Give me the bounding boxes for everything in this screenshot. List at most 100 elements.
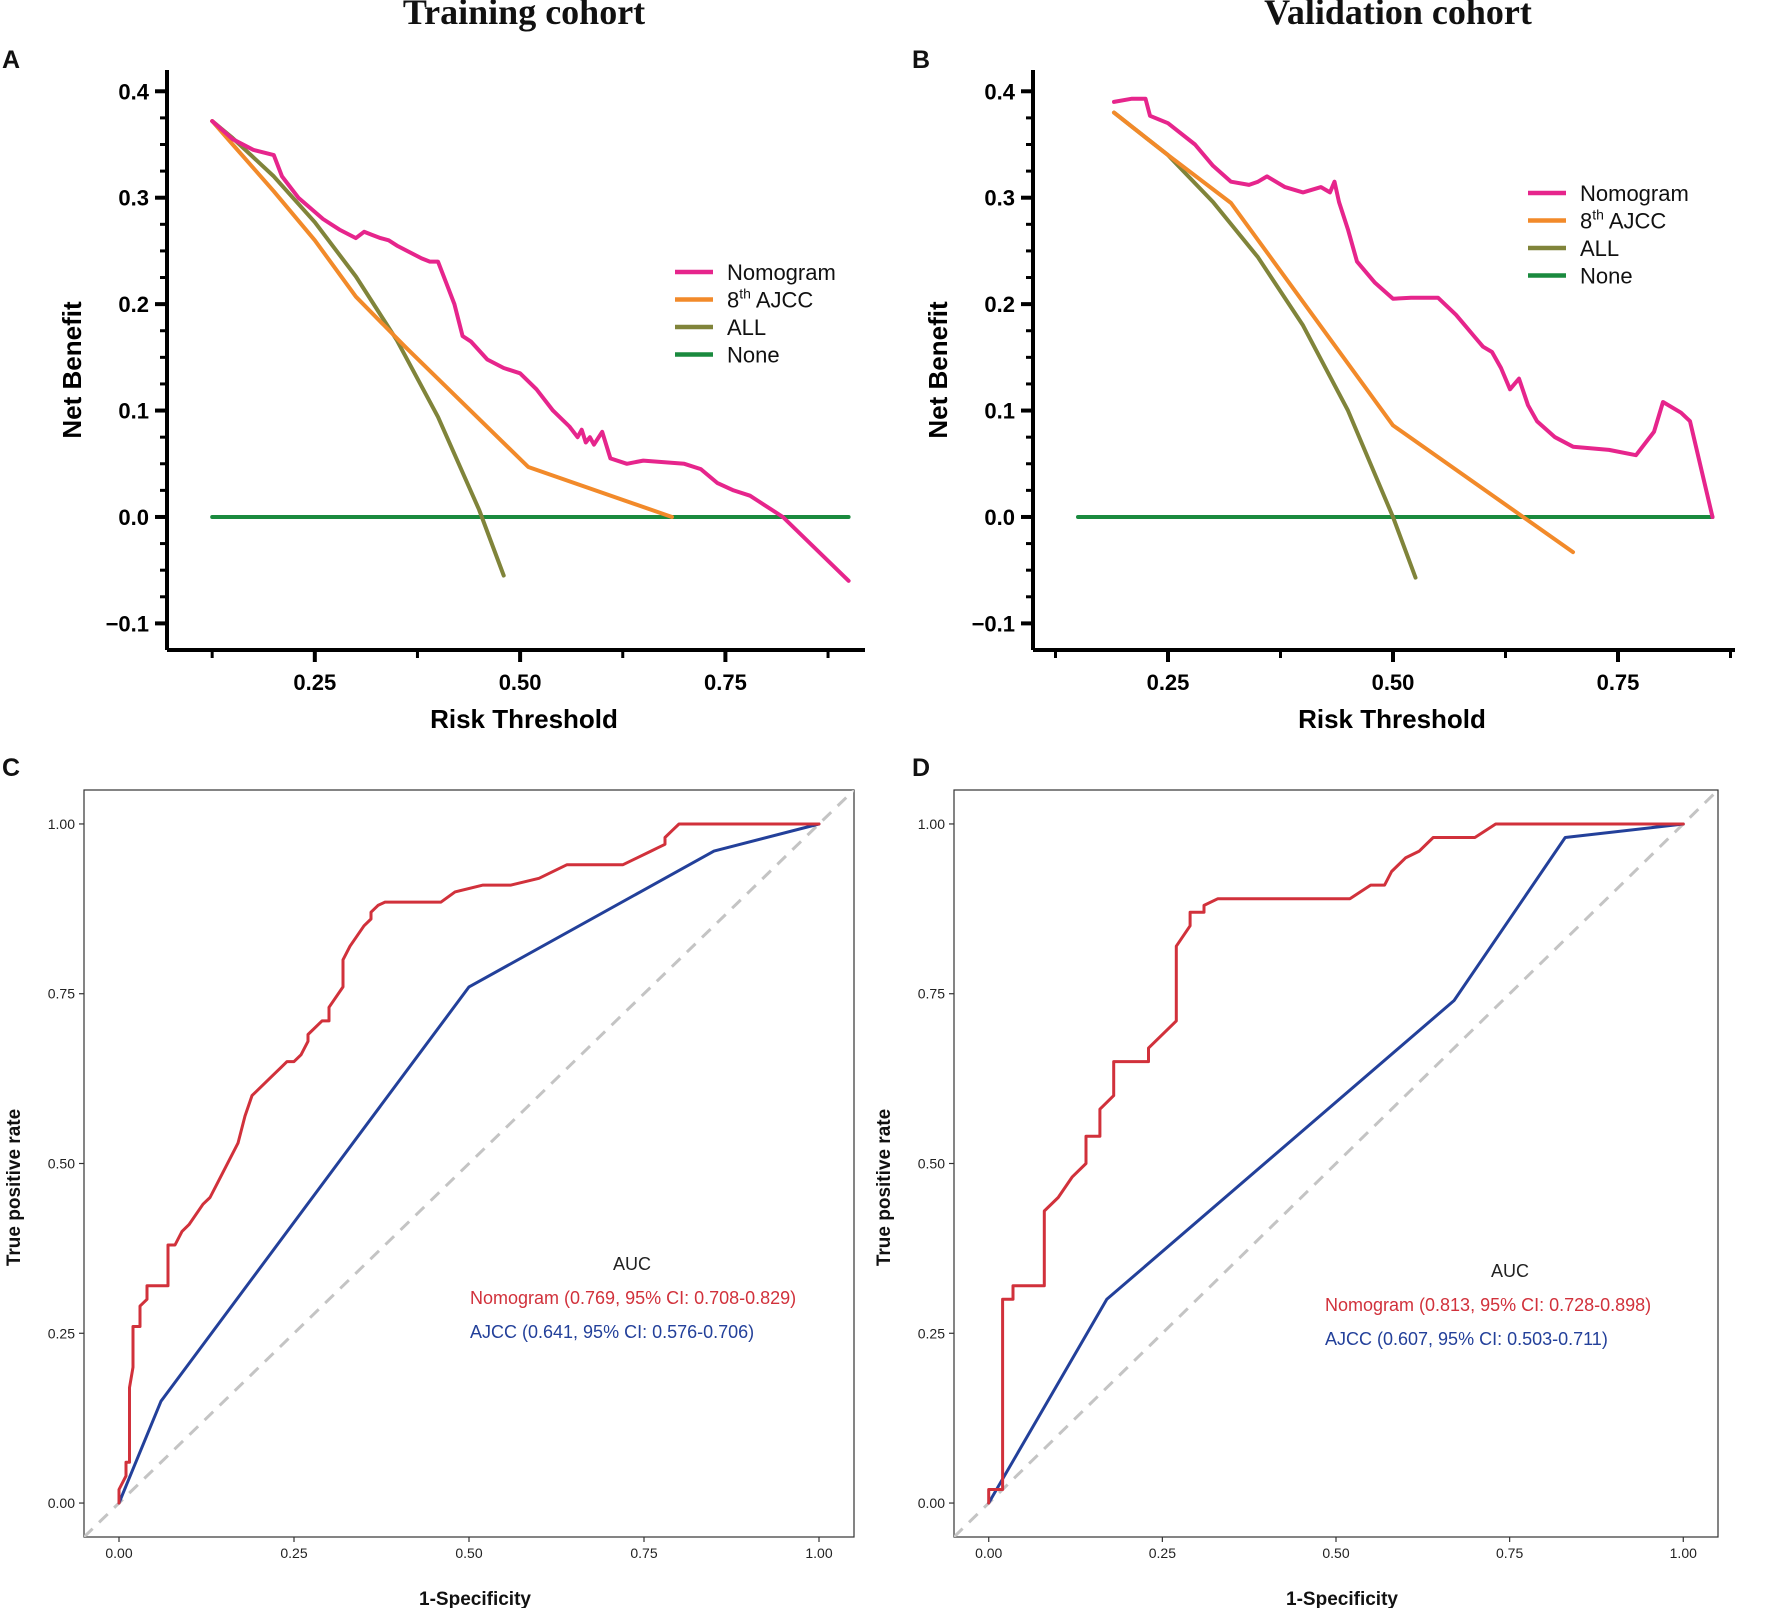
- y-axis-label: True positive rate: [874, 1109, 895, 1266]
- plot-area: [210, 119, 851, 583]
- series-line-8th-ajcc: [1112, 110, 1575, 555]
- y-axis-label: Net Benefit: [57, 301, 87, 439]
- legend-label: 8th AJCC: [1580, 207, 1666, 234]
- legend: AUC Nomogram (0.813, 95% CI: 0.728-0.898)…: [1325, 1261, 1651, 1349]
- y-tick-label: 0.4: [984, 79, 1015, 104]
- legend-label: Nomogram: [727, 260, 836, 285]
- series-line-nomogram: [987, 822, 1685, 1505]
- y-tick-label: 0.4: [118, 79, 149, 104]
- series-line-nomogram: [117, 822, 821, 1505]
- y-tick-label: 0.50: [48, 1156, 75, 1172]
- series-line-nomogram: [1112, 96, 1715, 519]
- x-tick-label: 0.50: [499, 670, 542, 695]
- y-tick-label: 0.0: [118, 505, 149, 530]
- x-axis-label: Risk Threshold: [1298, 704, 1486, 734]
- y-tick-label: 0.50: [918, 1156, 945, 1172]
- x-axis-label: 1-Specificity: [1286, 1589, 1398, 1608]
- y-tick-label: 0.25: [918, 1325, 945, 1341]
- plot-area: [1076, 96, 1715, 580]
- x-axis-label: 1-Specificity: [419, 1589, 531, 1608]
- legend-text: ALL: [1580, 236, 1619, 261]
- y-tick-label: 0.3: [118, 186, 149, 211]
- y-tick-label: 0.75: [48, 986, 75, 1002]
- legend-label-ajcc: AJCC (0.607, 95% CI: 0.503-0.711): [1325, 1329, 1608, 1349]
- panel-a: −0.1 0.0 0.1 0.2 0.3 0.4 0.25 0.50 0.75 Risk Thre…: [57, 70, 865, 734]
- legend-text: None: [727, 343, 780, 368]
- panel-letter-b: B: [912, 46, 930, 74]
- legend-text: 8: [727, 288, 739, 313]
- x-tick-label: 0.50: [1372, 670, 1415, 695]
- y-axis-label: True positive rate: [4, 1109, 25, 1266]
- series-line-all: [1112, 110, 1418, 580]
- x-tick-label: 0.25: [293, 670, 336, 695]
- legend-label-nomogram: Nomogram (0.813, 95% CI: 0.728-0.898): [1325, 1295, 1651, 1315]
- legend-label: 8th AJCC: [727, 286, 813, 313]
- series-line-ajcc: [987, 822, 1685, 1505]
- cohort-title-1: Training cohort: [403, 0, 645, 32]
- legend: AUC Nomogram (0.769, 95% CI: 0.708-0.829)…: [470, 1254, 796, 1342]
- y-tick-label: 1.00: [48, 816, 75, 832]
- cohort-title-2: Validation cohort: [1264, 0, 1532, 32]
- y-tick-label: 0.1: [118, 399, 149, 424]
- series-line-all: [210, 119, 506, 578]
- panel-b: −0.1 0.0 0.1 0.2 0.3 0.4 0.25 0.50 0.75 Risk Thre…: [923, 70, 1735, 734]
- legend-label: ALL: [727, 315, 766, 340]
- legend-sup: th: [1592, 207, 1604, 223]
- x-tick-label: 0.50: [1322, 1545, 1349, 1561]
- series-line-8th-ajcc: [210, 119, 674, 519]
- series-line-reference: [84, 790, 854, 1537]
- x-tick-label: 0.25: [280, 1545, 307, 1561]
- legend-sup: th: [739, 286, 751, 302]
- legend-label: None: [727, 343, 780, 368]
- panel-c: 0.00 0.25 0.50 0.75 1.00 0.00 0.25 0.50 0.75 1.00…: [4, 789, 855, 1608]
- legend-text: ALL: [727, 315, 766, 340]
- y-tick-label: 0.3: [984, 186, 1015, 211]
- plot-area: [954, 790, 1718, 1537]
- plot-area: [84, 790, 854, 1537]
- legend-text: None: [1580, 264, 1633, 289]
- x-tick-label: 1.00: [805, 1545, 832, 1561]
- series-line-ajcc: [117, 822, 821, 1505]
- y-tick-label: 0.75: [918, 986, 945, 1002]
- legend-text: Nomogram: [1580, 181, 1689, 206]
- legend-label: Nomogram: [1580, 181, 1689, 206]
- panel-d: 0.00 0.25 0.50 0.75 1.00 0.00 0.25 0.50 0.75 1.00…: [874, 789, 1719, 1608]
- y-tick-label: 0.00: [918, 1495, 945, 1511]
- y-tick-label: 0.00: [48, 1495, 75, 1511]
- legend-title: AUC: [613, 1254, 651, 1274]
- legend-label: None: [1580, 264, 1633, 289]
- y-tick-label: 0.2: [118, 292, 149, 317]
- x-tick-label: 0.75: [1496, 1545, 1523, 1561]
- y-tick-label: 0.25: [48, 1325, 75, 1341]
- x-tick-label: 0.50: [455, 1545, 482, 1561]
- x-tick-label: 1.00: [1670, 1545, 1697, 1561]
- y-tick-label: 0.0: [984, 505, 1015, 530]
- x-tick-label: 0.75: [704, 670, 747, 695]
- legend-text: AJCC: [751, 288, 813, 313]
- x-tick-label: 0.25: [1149, 1545, 1176, 1561]
- panel-letter-c: C: [2, 754, 20, 782]
- series-line-reference: [954, 790, 1718, 1537]
- y-tick-label: 0.1: [984, 399, 1015, 424]
- panel-letter-a: A: [2, 46, 20, 74]
- legend-text: Nomogram: [727, 260, 836, 285]
- legend-text: AJCC: [1604, 209, 1666, 234]
- panel-letter-d: D: [912, 754, 930, 782]
- legend-label: ALL: [1580, 236, 1619, 261]
- y-tick-label: −0.1: [106, 611, 149, 636]
- y-tick-label: 1.00: [918, 816, 945, 832]
- y-tick-label: 0.2: [984, 292, 1015, 317]
- x-tick-label: 0.75: [1597, 670, 1640, 695]
- legend-text: 8: [1580, 209, 1592, 234]
- legend-label-nomogram: Nomogram (0.769, 95% CI: 0.708-0.829): [470, 1288, 796, 1308]
- series-line-nomogram: [210, 119, 851, 583]
- x-tick-label: 0.00: [975, 1545, 1002, 1561]
- y-tick-label: −0.1: [972, 611, 1015, 636]
- x-tick-label: 0.00: [105, 1545, 132, 1561]
- x-tick-label: 0.75: [630, 1545, 657, 1561]
- legend-label-ajcc: AJCC (0.641, 95% CI: 0.576-0.706): [470, 1322, 754, 1342]
- legend-title: AUC: [1491, 1261, 1529, 1281]
